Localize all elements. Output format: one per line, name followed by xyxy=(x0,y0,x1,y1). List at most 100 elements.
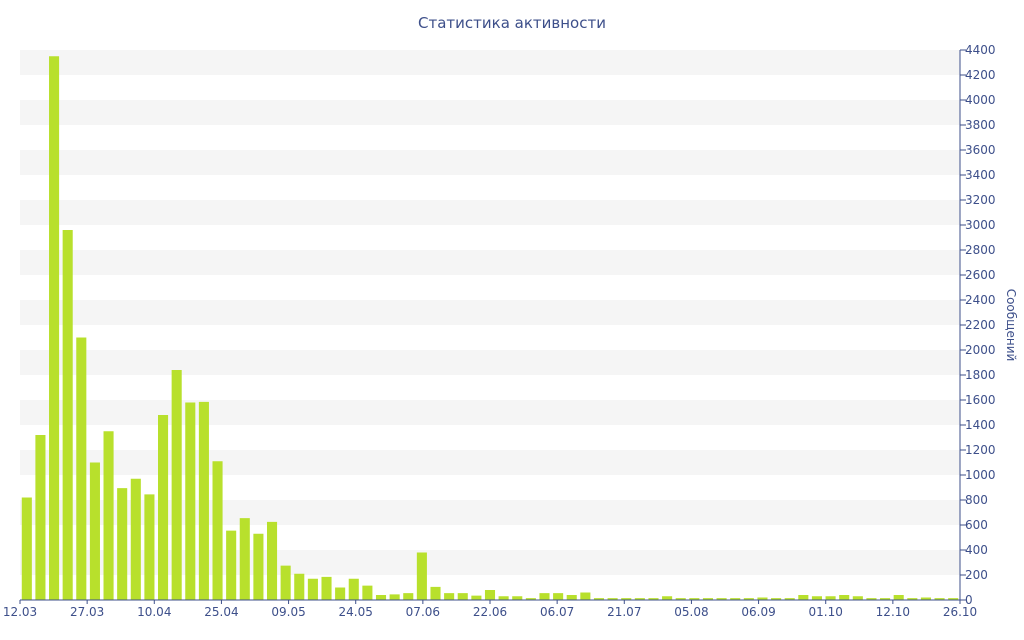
bar[interactable] xyxy=(362,585,373,601)
bar[interactable] xyxy=(321,576,332,601)
bar[interactable] xyxy=(212,461,223,600)
bar[interactable] xyxy=(839,595,850,600)
bar[interactable] xyxy=(130,478,141,600)
bar[interactable] xyxy=(948,598,959,601)
bar[interactable] xyxy=(35,435,46,600)
bar[interactable] xyxy=(852,596,863,600)
bar[interactable] xyxy=(484,590,496,600)
bar[interactable] xyxy=(239,518,250,601)
x-tick-label: 12.03 xyxy=(3,605,37,619)
grid-band xyxy=(20,350,960,375)
bar[interactable] xyxy=(444,593,455,601)
bar[interactable] xyxy=(771,598,782,601)
bar[interactable] xyxy=(662,596,673,600)
y-tick-label: 3400 xyxy=(965,168,996,182)
bar[interactable] xyxy=(171,370,182,600)
bar[interactable] xyxy=(621,598,632,601)
bar[interactable] xyxy=(103,431,114,600)
bar[interactable] xyxy=(702,598,714,601)
bar[interactable] xyxy=(498,596,509,600)
bar[interactable] xyxy=(117,488,128,601)
bar[interactable] xyxy=(784,598,795,601)
bar[interactable] xyxy=(21,497,32,601)
y-tick-label: 2000 xyxy=(965,343,996,357)
bar[interactable] xyxy=(811,596,822,600)
bar[interactable] xyxy=(280,565,291,601)
bar[interactable] xyxy=(198,401,209,601)
bar[interactable] xyxy=(689,598,700,601)
y-tick-label: 200 xyxy=(965,568,988,582)
bar[interactable] xyxy=(226,530,237,601)
grid-band xyxy=(20,200,960,225)
y-tick-label: 1800 xyxy=(965,368,996,382)
bar[interactable] xyxy=(158,415,169,600)
bar[interactable] xyxy=(716,598,727,601)
bar[interactable] xyxy=(403,593,414,601)
bar[interactable] xyxy=(294,573,305,600)
bar[interactable] xyxy=(757,597,768,601)
x-tick-label: 06.09 xyxy=(741,605,775,619)
x-tick-label: 27.03 xyxy=(70,605,104,619)
y-tick-label: 4000 xyxy=(965,93,996,107)
x-tick-label: 26.10 xyxy=(943,605,977,619)
bar[interactable] xyxy=(49,56,60,600)
bar[interactable] xyxy=(730,598,741,601)
bar[interactable] xyxy=(430,586,441,601)
bar[interactable] xyxy=(798,595,809,600)
bar[interactable] xyxy=(89,462,100,601)
bar[interactable] xyxy=(76,337,87,601)
grid-band xyxy=(20,100,960,125)
bar[interactable] xyxy=(375,595,387,600)
bar[interactable] xyxy=(348,578,359,600)
bar[interactable] xyxy=(675,598,686,601)
grid-band xyxy=(20,300,960,325)
x-tick-label: 12.10 xyxy=(876,605,910,619)
bar[interactable] xyxy=(920,597,931,601)
bar[interactable] xyxy=(512,596,523,600)
bar[interactable] xyxy=(880,598,891,601)
bar[interactable] xyxy=(185,402,196,601)
bar[interactable] xyxy=(907,598,918,601)
bar[interactable] xyxy=(607,598,618,601)
x-tick-label: 06.07 xyxy=(540,605,574,619)
bar[interactable] xyxy=(457,593,468,601)
bar[interactable] xyxy=(648,598,659,601)
bar[interactable] xyxy=(893,595,904,600)
grid-band xyxy=(20,150,960,175)
grid-band xyxy=(20,50,960,75)
y-axis-title: Сообщений xyxy=(1004,289,1018,362)
y-tick-label: 3200 xyxy=(965,193,996,207)
y-tick-label: 600 xyxy=(965,518,988,532)
bar[interactable] xyxy=(416,552,427,601)
bar[interactable] xyxy=(266,521,278,601)
bar[interactable] xyxy=(743,598,754,601)
bar[interactable] xyxy=(389,594,400,601)
bar[interactable] xyxy=(580,592,591,601)
bar[interactable] xyxy=(593,598,605,601)
bar[interactable] xyxy=(539,593,550,601)
bar[interactable] xyxy=(553,593,564,601)
y-tick-label: 2200 xyxy=(965,318,996,332)
y-tick-label: 1600 xyxy=(965,393,996,407)
bar[interactable] xyxy=(62,230,73,600)
bar[interactable] xyxy=(335,587,346,601)
bar[interactable] xyxy=(934,598,945,601)
bar[interactable] xyxy=(144,494,155,601)
bars xyxy=(21,56,959,601)
bar[interactable] xyxy=(525,598,536,601)
x-tick-label: 22.06 xyxy=(473,605,507,619)
bar[interactable] xyxy=(307,578,318,600)
bar[interactable] xyxy=(825,596,836,600)
bar[interactable] xyxy=(866,598,877,601)
y-tick-label: 800 xyxy=(965,493,988,507)
x-tick-label: 25.04 xyxy=(204,605,238,619)
bar[interactable] xyxy=(471,595,482,601)
bar[interactable] xyxy=(634,598,645,601)
bar[interactable] xyxy=(253,533,264,600)
y-tick-label: 3000 xyxy=(965,218,996,232)
x-tick-label: 05.08 xyxy=(674,605,708,619)
bar[interactable] xyxy=(566,595,577,600)
y-tick-label: 1400 xyxy=(965,418,996,432)
